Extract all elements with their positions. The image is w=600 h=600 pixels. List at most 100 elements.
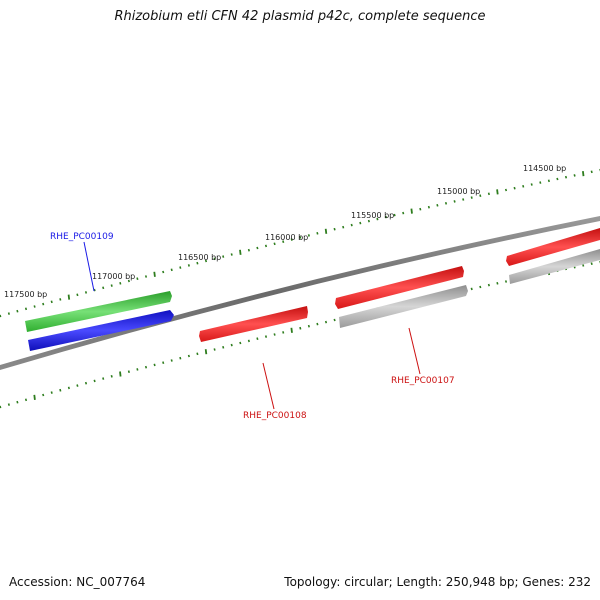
minor-tick bbox=[76, 384, 79, 387]
major-tick bbox=[204, 349, 208, 355]
minor-tick bbox=[119, 281, 122, 285]
minor-tick bbox=[24, 398, 28, 402]
scale-label-115500: 115500 bp bbox=[351, 211, 394, 220]
gene-green-feature[interactable] bbox=[25, 291, 172, 332]
scale-label-115000: 115000 bp bbox=[437, 187, 480, 196]
minor-tick bbox=[427, 205, 430, 209]
minor-tick bbox=[84, 291, 88, 294]
plasmid-backbone bbox=[0, 216, 600, 370]
major-tick bbox=[324, 228, 328, 234]
minor-tick bbox=[84, 381, 88, 385]
minor-tick bbox=[539, 181, 542, 184]
minor-tick bbox=[342, 225, 345, 229]
minor-tick bbox=[213, 257, 216, 261]
minor-tick bbox=[307, 324, 310, 328]
minor-tick bbox=[333, 318, 336, 322]
minor-tick bbox=[179, 356, 182, 360]
minor-tick bbox=[264, 335, 268, 338]
minor-tick bbox=[496, 281, 499, 285]
scale-label-116500: 116500 bp bbox=[178, 253, 221, 262]
gene-label-rhe-pc00109[interactable]: RHE_PC00109 bbox=[50, 232, 114, 242]
gene-red-feature-rhe-pc00108[interactable] bbox=[199, 306, 308, 342]
minor-tick bbox=[393, 213, 396, 217]
minor-tick bbox=[590, 262, 593, 266]
minor-tick bbox=[67, 386, 70, 390]
minor-tick bbox=[419, 207, 422, 211]
minor-tick bbox=[530, 183, 533, 186]
minor-tick bbox=[59, 388, 62, 392]
minor-tick bbox=[16, 309, 19, 313]
minor-tick bbox=[282, 331, 285, 334]
minor-tick bbox=[333, 227, 336, 231]
minor-tick bbox=[59, 298, 62, 301]
minor-tick bbox=[93, 288, 96, 292]
label-leader-rhe-pc00109 bbox=[83, 241, 95, 292]
minor-tick bbox=[196, 352, 199, 356]
gene-gray-feature-rhe-pc00107[interactable] bbox=[339, 285, 468, 328]
minor-tick bbox=[170, 359, 173, 362]
minor-tick bbox=[256, 246, 259, 250]
topology-summary: Topology: circular; Length: 250,948 bp; … bbox=[284, 575, 591, 589]
minor-tick bbox=[187, 264, 190, 267]
minor-tick bbox=[16, 400, 19, 404]
minor-tick bbox=[256, 337, 259, 341]
minor-tick bbox=[582, 264, 585, 267]
major-tick bbox=[496, 189, 499, 195]
minor-tick bbox=[0, 405, 2, 409]
minor-tick bbox=[307, 234, 310, 237]
minor-tick bbox=[110, 374, 113, 378]
minor-tick bbox=[24, 307, 28, 311]
minor-tick bbox=[222, 345, 225, 349]
minor-tick bbox=[504, 280, 508, 283]
minor-tick bbox=[102, 286, 105, 290]
minor-tick bbox=[33, 305, 36, 308]
minor-tick bbox=[547, 179, 550, 183]
minor-tick bbox=[187, 354, 190, 358]
label-leader-rhe-pc00107 bbox=[408, 327, 421, 375]
minor-tick bbox=[299, 326, 302, 330]
minor-tick bbox=[273, 242, 276, 246]
gene-label-rhe-pc00108[interactable]: RHE_PC00108 bbox=[243, 411, 307, 421]
gene-red-feature-rhe-pc00107[interactable] bbox=[335, 266, 464, 309]
major-tick bbox=[67, 294, 71, 300]
minor-tick bbox=[573, 174, 576, 177]
minor-tick bbox=[436, 203, 439, 207]
minor-tick bbox=[462, 198, 465, 201]
major-tick bbox=[410, 208, 413, 214]
minor-tick bbox=[299, 236, 302, 239]
outer-tick-track bbox=[0, 168, 600, 318]
gene-blue-feature-rhe-pc00109[interactable] bbox=[28, 310, 174, 351]
minor-tick bbox=[50, 391, 53, 394]
minor-tick bbox=[487, 192, 490, 196]
gene-red-feature-right[interactable] bbox=[506, 228, 600, 266]
minor-tick bbox=[513, 186, 516, 190]
minor-tick bbox=[136, 277, 139, 281]
minor-tick bbox=[239, 341, 242, 345]
minor-tick bbox=[590, 170, 593, 174]
minor-tick bbox=[0, 314, 2, 318]
minor-tick bbox=[110, 284, 113, 287]
minor-tick bbox=[402, 211, 405, 215]
minor-tick bbox=[196, 261, 199, 265]
major-tick bbox=[33, 394, 36, 401]
minor-tick bbox=[384, 215, 388, 219]
minor-tick bbox=[350, 223, 353, 227]
minor-tick bbox=[479, 285, 482, 289]
minor-tick bbox=[324, 320, 328, 324]
minor-tick bbox=[230, 253, 233, 256]
minor-tick bbox=[564, 175, 568, 179]
minor-tick bbox=[316, 231, 319, 235]
minor-tick bbox=[247, 248, 250, 252]
minor-tick bbox=[479, 194, 482, 198]
minor-tick bbox=[453, 200, 456, 203]
minor-tick bbox=[136, 368, 139, 371]
minor-tick bbox=[179, 266, 182, 269]
minor-tick bbox=[470, 287, 473, 291]
minor-tick bbox=[556, 177, 559, 181]
minor-tick bbox=[222, 255, 225, 258]
major-tick bbox=[119, 371, 122, 377]
major-tick bbox=[290, 327, 293, 333]
gene-gray-feature-right[interactable] bbox=[509, 249, 600, 284]
gene-label-rhe-pc00107[interactable]: RHE_PC00107 bbox=[391, 376, 455, 386]
